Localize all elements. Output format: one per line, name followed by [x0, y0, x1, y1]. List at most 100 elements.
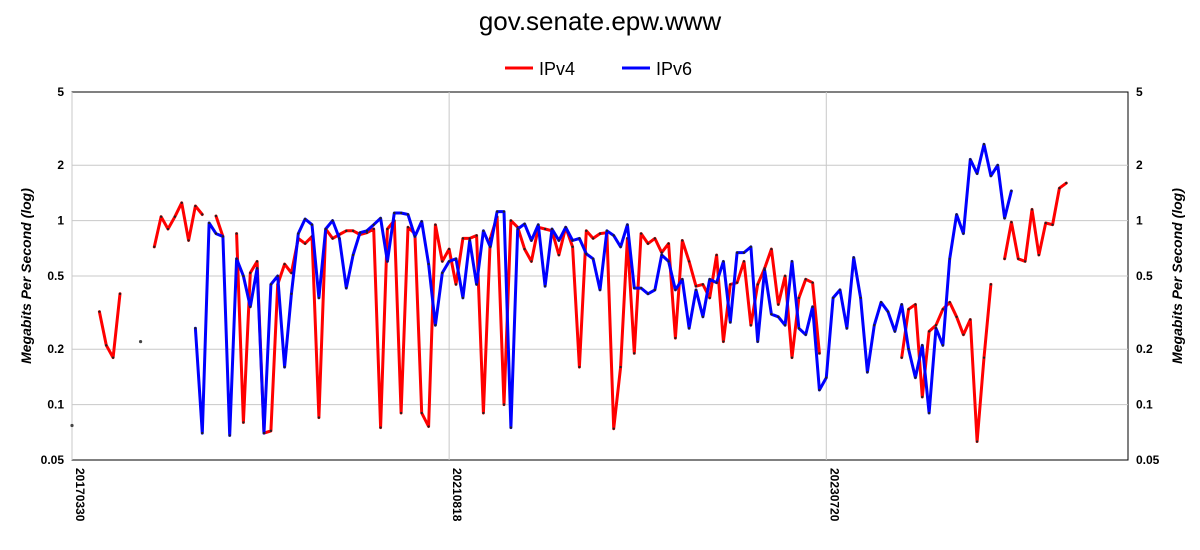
- ipv4-data-point: [523, 247, 526, 251]
- x-tick-label: 20210818: [450, 468, 464, 522]
- ipv6-data-point: [393, 211, 396, 215]
- ipv4-data-point: [1003, 257, 1006, 261]
- ipv4-data-point: [777, 303, 780, 306]
- ipv6-data-point: [530, 239, 533, 242]
- ipv6-data-point: [351, 253, 355, 257]
- ipv6-data-point: [742, 251, 746, 254]
- ipv4-data-point: [667, 242, 670, 245]
- ipv6-data-point: [907, 348, 910, 351]
- ipv4-series-line: [97, 292, 122, 360]
- ipv6-data-point: [543, 285, 547, 288]
- ipv4-data-point: [255, 260, 259, 263]
- ipv4-data-point: [502, 403, 506, 406]
- ipv4-data-point: [962, 333, 965, 336]
- ipv6-data-point: [639, 286, 643, 290]
- ipv6-data-point: [982, 143, 986, 146]
- ipv4-data-point: [482, 411, 485, 415]
- ipv6-data-point: [283, 365, 286, 369]
- ipv4-data-point: [756, 283, 759, 286]
- ipv6-data-point: [701, 315, 705, 319]
- ipv4-data-point: [379, 426, 382, 429]
- y-tick-label-right: 1: [1136, 214, 1143, 228]
- ipv4-data-point: [914, 303, 917, 306]
- ipv6-data-point: [859, 296, 862, 300]
- ipv6-data-point: [276, 274, 279, 278]
- ipv6-data-point: [975, 172, 979, 175]
- ipv6-data-point: [255, 267, 259, 270]
- y-tick-label-left: 0.05: [41, 453, 65, 467]
- ipv6-data-point: [633, 286, 636, 290]
- ipv6-data-point: [797, 327, 801, 330]
- ipv6-data-point: [818, 388, 821, 392]
- ipv6-data-point: [482, 229, 485, 233]
- ipv4-data-point: [1065, 181, 1068, 185]
- ipv6-data-point: [420, 220, 423, 223]
- ipv6-data-point: [331, 219, 334, 222]
- ipv4-data-point: [989, 283, 993, 286]
- ipv4-data-point: [454, 283, 458, 286]
- y-tick-label-left: 2: [57, 158, 64, 172]
- ipv4-data-point: [543, 227, 547, 231]
- ipv4-data-point: [585, 229, 588, 233]
- ipv6-data-point: [214, 232, 218, 235]
- ipv6-data-point: [372, 223, 375, 226]
- ipv6-data-point: [434, 324, 437, 327]
- ipv6-data-point: [537, 223, 540, 226]
- ipv4-data-point: [372, 227, 375, 231]
- ipv4-data-point: [269, 429, 273, 433]
- ipv6-data-point: [523, 222, 526, 226]
- y-tick-label-right: 5: [1136, 85, 1143, 99]
- ipv6-data-point: [831, 296, 835, 300]
- ipv4-data-point: [660, 251, 663, 254]
- ipv6-data-point: [660, 253, 663, 257]
- ipv6-data-point: [338, 237, 341, 240]
- ipv4-data-point: [214, 214, 218, 218]
- ipv6-data-point: [578, 237, 581, 240]
- ipv6-data-point: [777, 315, 780, 319]
- ipv4-series-line: [1003, 181, 1068, 263]
- ipv6-data-point: [722, 260, 725, 263]
- ipv4-data-point: [1030, 208, 1034, 211]
- ipv6-data-point: [207, 221, 211, 225]
- ipv4-data-point: [1058, 187, 1061, 190]
- ipv6-data-point: [681, 278, 684, 281]
- ipv4-data-point: [290, 271, 293, 275]
- ipv4-data-point: [708, 296, 711, 300]
- ipv6-data-point: [509, 426, 513, 429]
- ipv4-data-point: [434, 223, 437, 226]
- ipv4-series-line: [152, 201, 204, 249]
- chart-title: gov.senate.epw.www: [478, 6, 722, 36]
- ipv4-data-point: [242, 421, 245, 424]
- ipv6-data-point: [866, 371, 869, 374]
- ipv6-data-point: [489, 245, 492, 249]
- ipv4-data-point: [694, 285, 698, 288]
- ipv6-data-point: [804, 333, 807, 336]
- ipv4-data-point: [948, 301, 951, 304]
- ipv4-data-point: [735, 281, 739, 284]
- ipv6-data-point: [770, 312, 773, 316]
- ipv4-data-point: [969, 318, 972, 321]
- ipv6-data-point: [550, 227, 554, 231]
- ipv6-data-point: [468, 239, 471, 242]
- ipv6-data-point: [591, 257, 595, 261]
- ipv6-data-point: [290, 292, 293, 296]
- ipv4-data-point: [187, 239, 190, 242]
- ipv6-data-point: [941, 344, 945, 347]
- ipv6-data-point: [667, 260, 670, 263]
- ipv4-data-point: [303, 242, 307, 245]
- ipv6-data-point: [893, 330, 897, 333]
- ipv4-data-point: [941, 308, 945, 311]
- ipv6-data-point: [811, 305, 814, 309]
- y-tick-label-left: 0.1: [47, 398, 64, 412]
- ipv6-data-point: [413, 235, 417, 238]
- ipv6-data-point: [955, 213, 958, 216]
- ipv6-data-point: [646, 292, 650, 296]
- ipv4-data-point: [166, 227, 170, 231]
- ipv4-data-point: [797, 296, 801, 300]
- ipv6-data-point: [585, 252, 588, 256]
- ipv6-data-point: [495, 210, 499, 213]
- ipv6-data-point: [674, 288, 677, 292]
- ipv4-data-point: [907, 308, 910, 311]
- ipv4-data-point: [790, 356, 794, 359]
- ipv6-data-point: [934, 327, 938, 330]
